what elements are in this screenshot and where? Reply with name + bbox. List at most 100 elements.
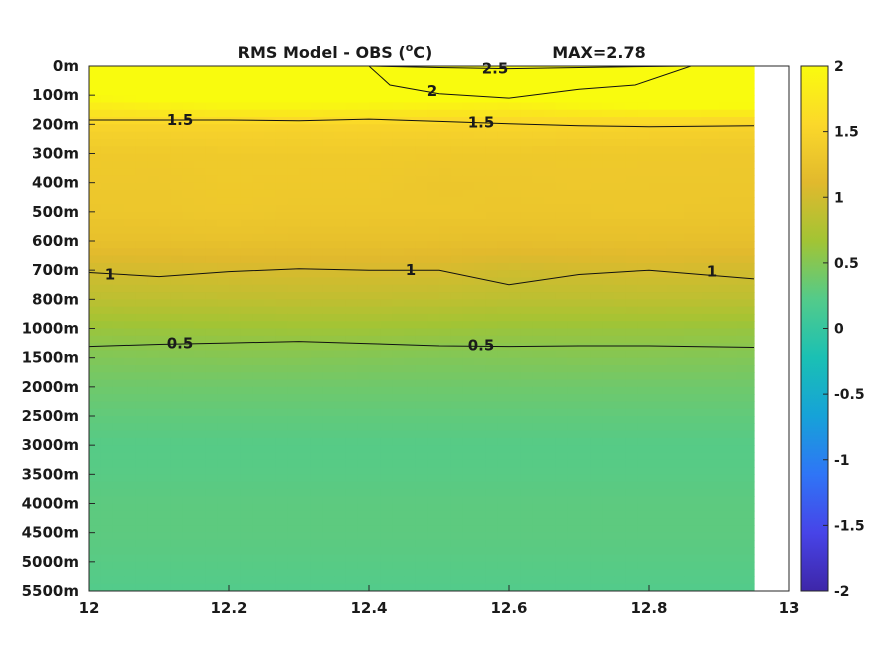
heatmap-cell: [100, 452, 113, 461]
heatmap-cell: [380, 189, 393, 198]
heatmap-cell: [485, 219, 498, 228]
heatmap-cell: [182, 124, 195, 133]
heatmap-cell: [322, 321, 335, 330]
heatmap-cell: [275, 73, 288, 82]
heatmap-cell: [567, 211, 580, 220]
heatmap-cell: [345, 547, 358, 556]
heatmap-cell: [182, 241, 195, 249]
heatmap-cell: [264, 408, 277, 417]
heatmap-cell: [345, 583, 358, 591]
heatmap-cell: [520, 379, 533, 388]
heatmap-cell: [439, 474, 452, 483]
heatmap-cell: [462, 138, 475, 147]
heatmap-cell: [287, 532, 300, 541]
heatmap-cell: [736, 364, 755, 373]
heatmap-cell: [275, 350, 288, 359]
heatmap-cell: [392, 262, 405, 271]
heatmap-cell: [369, 408, 382, 417]
heatmap-cell: [229, 488, 242, 497]
heatmap-cell: [544, 66, 557, 74]
heatmap-cell: [497, 226, 510, 235]
heatmap-cell: [275, 306, 288, 315]
heatmap-cell: [485, 423, 498, 432]
heatmap-cell: [439, 95, 452, 104]
heatmap-cell: [567, 95, 580, 104]
heatmap-cell: [322, 488, 335, 497]
heatmap-cell: [532, 197, 545, 206]
heatmap-cell: [264, 277, 277, 286]
heatmap-cell: [736, 452, 755, 461]
heatmap-cell: [264, 561, 277, 570]
heatmap-cell: [124, 248, 137, 257]
heatmap-cell: [532, 386, 545, 395]
heatmap-cell: [462, 313, 475, 322]
heatmap-cell: [287, 416, 300, 424]
heatmap-cell: [147, 576, 160, 585]
heatmap-cell: [170, 219, 183, 228]
heatmap-cell: [579, 299, 592, 308]
heatmap-cell: [474, 518, 487, 526]
heatmap-cell: [532, 401, 545, 410]
heatmap-cell: [345, 189, 358, 198]
heatmap-cell: [112, 445, 125, 454]
heatmap-cell: [182, 510, 195, 519]
heatmap-cell: [544, 219, 557, 228]
heatmap-cell: [322, 408, 335, 417]
heatmap-cell: [135, 226, 148, 235]
heatmap-cell: [229, 576, 242, 585]
heatmap-cell: [240, 292, 253, 300]
heatmap-cell: [170, 73, 183, 82]
heatmap-cell: [415, 547, 428, 556]
heatmap-cell: [100, 561, 113, 570]
heatmap-cell: [520, 416, 533, 424]
heatmap-cell: [205, 226, 218, 235]
heatmap-cell: [334, 102, 347, 111]
heatmap-cell: [567, 175, 580, 184]
heatmap-cell: [334, 364, 347, 373]
heatmap-cell: [334, 226, 347, 235]
heatmap-cell: [380, 408, 393, 417]
heatmap-cell: [100, 299, 113, 308]
heatmap-cell: [369, 467, 382, 475]
heatmap-cell: [404, 350, 417, 359]
heatmap-cell: [322, 459, 335, 468]
heatmap-cell: [719, 576, 738, 585]
heatmap-cell: [544, 561, 557, 570]
heatmap-cell: [392, 131, 405, 140]
heatmap-cell: [392, 277, 405, 286]
heatmap-cell: [544, 364, 557, 373]
heatmap-cell: [205, 255, 218, 264]
heatmap-cell: [649, 445, 668, 454]
heatmap-cell: [159, 394, 172, 403]
heatmap-cell: [462, 583, 475, 591]
heatmap-cell: [701, 488, 720, 497]
heatmap-cell: [299, 189, 312, 198]
heatmap-cell: [427, 270, 440, 279]
heatmap-cell: [625, 518, 638, 526]
heatmap-cell: [310, 408, 323, 417]
heatmap-cell: [159, 372, 172, 381]
heatmap-cell: [497, 270, 510, 279]
heatmap-cell: [124, 226, 137, 235]
heatmap-cell: [485, 233, 498, 242]
heatmap-cell: [439, 73, 452, 82]
heatmap-cell: [369, 510, 382, 519]
heatmap-cell: [625, 189, 638, 198]
heatmap-cell: [275, 102, 288, 111]
heatmap-cell: [544, 372, 557, 381]
heatmap-cell: [369, 379, 382, 388]
heatmap-cell: [439, 146, 452, 155]
heatmap-cell: [509, 488, 522, 497]
heatmap-cell: [392, 241, 405, 249]
heatmap-cell: [567, 306, 580, 315]
heatmap-cell: [217, 131, 230, 140]
heatmap-cell: [287, 292, 300, 300]
heatmap-cell: [439, 452, 452, 461]
heatmap-cell: [182, 248, 195, 257]
heatmap-cell: [637, 488, 650, 497]
heatmap-cell: [345, 109, 358, 118]
heatmap-cell: [614, 335, 627, 344]
heatmap-cell: [666, 437, 685, 446]
heatmap-cell: [380, 459, 393, 468]
heatmap-cell: [625, 73, 638, 82]
